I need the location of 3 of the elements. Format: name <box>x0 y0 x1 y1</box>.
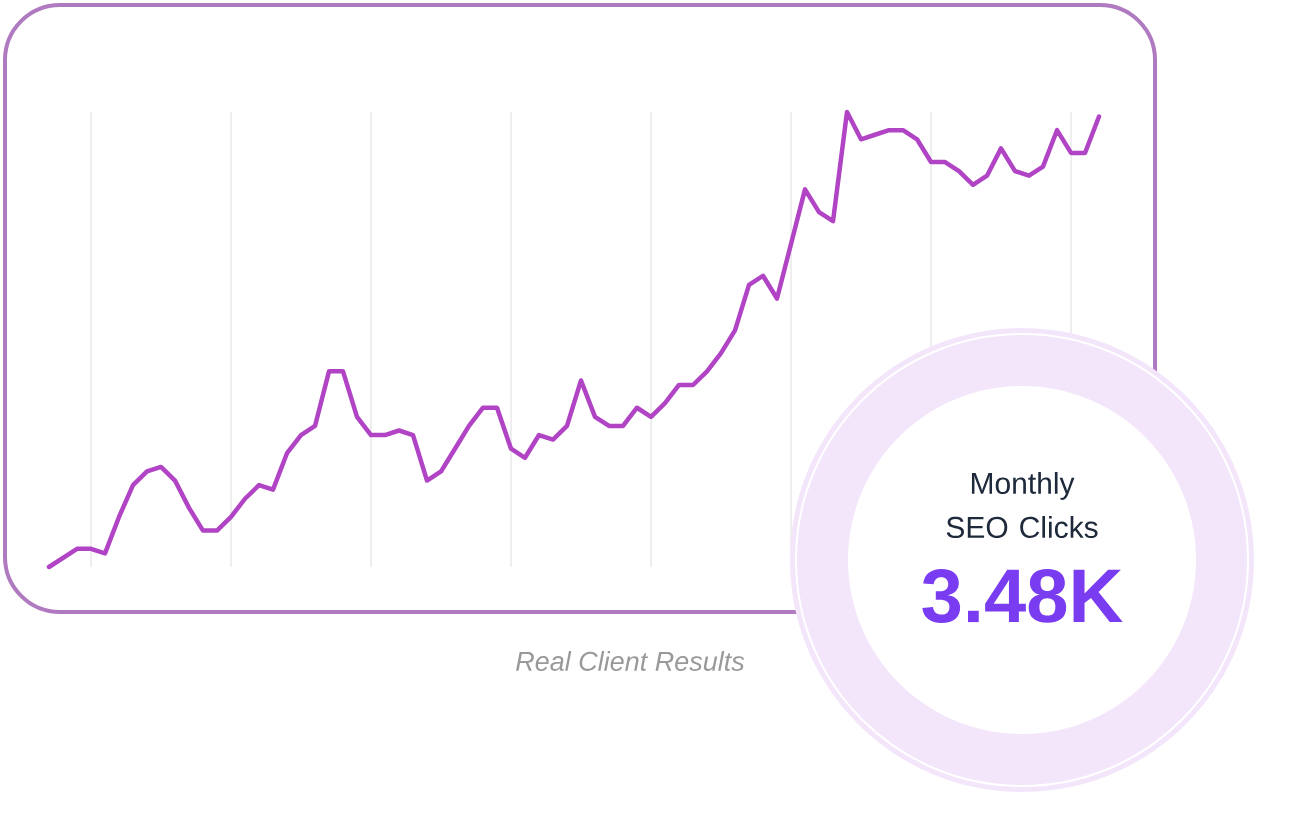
text: Real Client Results <box>516 651 745 671</box>
annotation: Monthly SEO Clicks <box>946 471 1098 539</box>
text: 3.48K <box>922 569 1123 623</box>
